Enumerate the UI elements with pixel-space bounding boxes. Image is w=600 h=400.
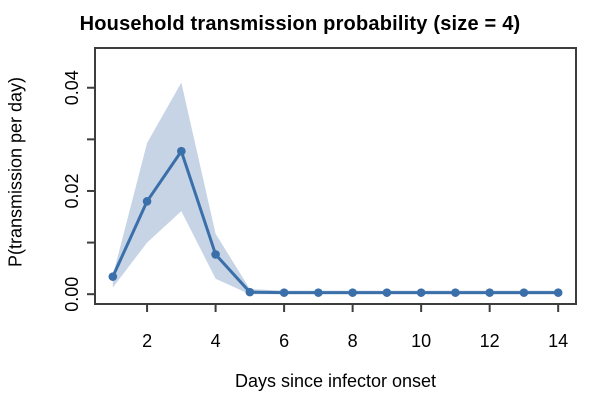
x-tick-label: 2	[142, 331, 152, 351]
data-point	[211, 250, 220, 259]
x-tick-label: 8	[348, 331, 358, 351]
data-point	[485, 288, 494, 297]
data-point	[348, 288, 357, 297]
data-point	[553, 288, 563, 297]
data-point	[382, 288, 392, 297]
x-axis-label: Days since infector onset	[234, 371, 437, 391]
x-tick-label: 12	[480, 331, 500, 351]
data-point	[451, 288, 460, 297]
x-tick-label: 6	[279, 331, 289, 351]
data-point	[279, 288, 289, 297]
data-point	[416, 288, 426, 297]
data-point	[519, 288, 529, 297]
y-tick-label: 0.04	[62, 70, 82, 105]
x-tick-label: 14	[548, 331, 568, 351]
plot-frame	[94, 47, 577, 305]
data-point	[108, 272, 118, 281]
data-point	[245, 287, 255, 297]
y-tick-label: 0.00	[62, 277, 82, 312]
x-tick-label: 4	[211, 331, 221, 351]
x-tick-label: 10	[411, 331, 431, 351]
series-line	[111, 149, 560, 295]
data-point	[142, 196, 152, 206]
data-point	[177, 146, 186, 156]
chart-title: Household transmission probability (size…	[79, 13, 521, 35]
confidence-band	[112, 82, 559, 295]
data-point	[314, 288, 323, 297]
y-tick-label: 0.02	[62, 173, 82, 208]
